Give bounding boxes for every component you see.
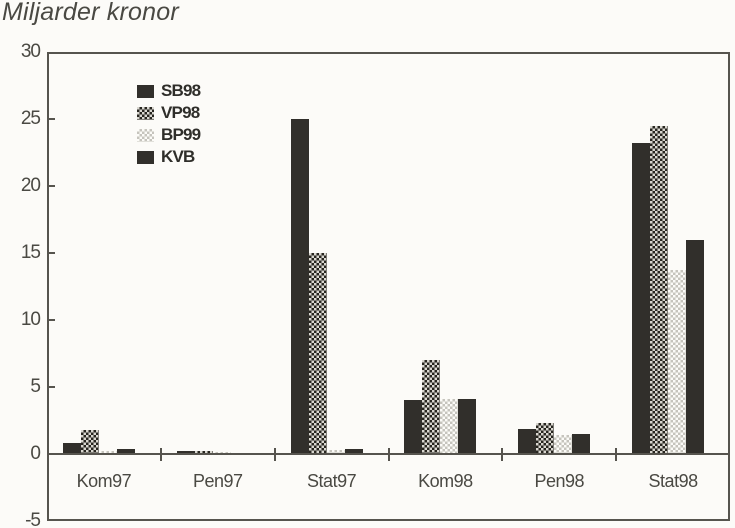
bar-sb98-stat98 [632,143,651,454]
bar-vp98-pen98 [536,423,555,454]
bar-bp99-kom98 [440,399,459,454]
bar-vp98-kom98 [422,360,441,454]
bar-bp99-pen98 [554,435,573,454]
chart-title: Miljarder kronor [2,0,179,26]
plot-frame [47,52,730,521]
x-axis-label: Kom97 [76,471,132,491]
legend-swatch-vp98 [137,106,154,120]
bar-bp99-pen97 [212,451,231,454]
legend-label: VP98 [161,103,200,122]
y-axis-label: 5 [30,376,41,397]
y-axis-label: 30 [20,41,41,62]
x-axis-tick [501,448,504,461]
legend-swatch-bp99 [137,128,154,142]
bar-vp98-stat97 [308,253,327,454]
x-axis-tick [387,448,390,461]
legend-item: KVB [137,147,200,166]
bar-vp98-kom97 [80,429,99,454]
y-axis-label: 0 [30,443,41,464]
bar-sb98-kom98 [404,400,423,454]
bar-vp98-pen97 [194,451,213,454]
legend: SB98 VP98 BP99 KVB [137,81,201,166]
x-axis-label: Stat97 [307,471,357,491]
x-axis-label: Pen97 [192,471,243,491]
legend-swatch-sb98 [137,84,154,98]
legend-item: BP99 [137,125,201,144]
legend-item: VP98 [137,103,200,122]
y-axis-label: 20 [20,175,41,196]
bar-sb98-stat97 [290,119,309,454]
bar-vp98-stat98 [650,125,669,454]
bar-kvb-kom98 [458,399,477,454]
y-axis-tick [47,118,55,120]
bar-kvb-pen98 [572,433,591,454]
x-axis-label: Stat98 [648,471,699,491]
bar-bp99-kom97 [98,451,117,454]
y-axis-tick [47,386,55,388]
y-axis-tick [47,252,55,254]
y-axis-label: 25 [20,108,41,129]
bar-sb98-pen98 [518,428,537,454]
bar-kvb-kom97 [116,449,135,454]
y-axis-tick [47,319,55,321]
x-axis-label: Kom98 [418,471,473,491]
legend-swatch-kvb [137,150,154,164]
legend-item: SB98 [137,81,201,100]
y-axis-label: 15 [20,242,41,263]
bar-kvb-stat98 [686,239,705,454]
bar-bp99-stat97 [326,449,345,454]
bar-sb98-pen97 [176,451,195,454]
x-axis-tick [273,448,276,461]
y-axis-label: 10 [20,309,41,330]
legend-label: SB98 [161,81,201,100]
bar-kvb-stat97 [344,448,363,454]
y-axis-label: -5 [25,510,41,528]
x-axis-tick [159,448,162,461]
legend-label: KVB [161,147,195,166]
y-axis-tick [47,185,55,187]
legend-label: BP99 [161,125,201,144]
bar-sb98-kom97 [62,443,81,454]
x-axis-tick [615,448,618,461]
bar-bp99-stat98 [668,270,687,454]
x-axis-label: Pen98 [534,471,585,491]
